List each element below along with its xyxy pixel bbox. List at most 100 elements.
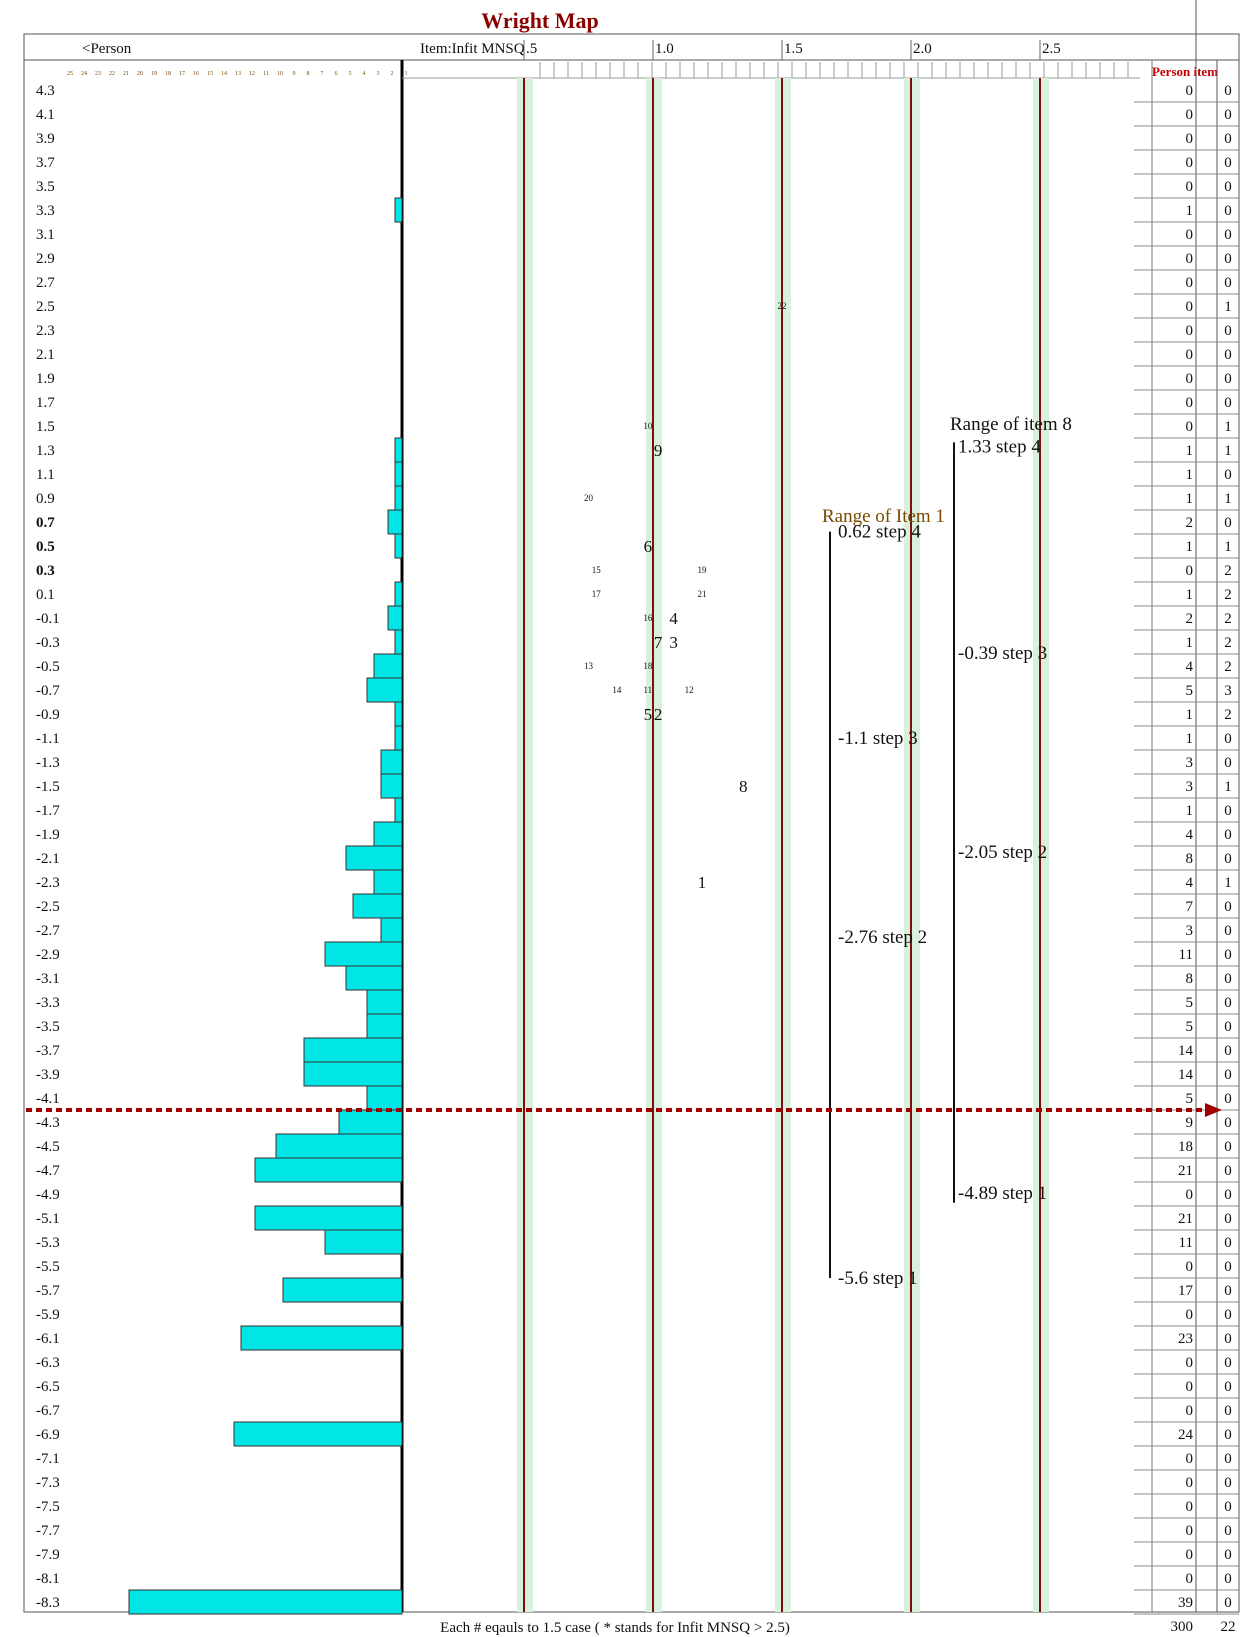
person-count: 1 <box>1186 467 1194 483</box>
person-count: 0 <box>1186 563 1194 579</box>
person-count: 1 <box>1186 443 1194 459</box>
person-count: 0 <box>1186 1403 1194 1419</box>
histogram-scale-label: 16 <box>193 71 199 77</box>
y-tick-label: -2.1 <box>36 851 60 867</box>
person-count: 0 <box>1186 1499 1194 1515</box>
histogram-bar <box>240 1325 403 1351</box>
chart-title: Wright Map <box>481 8 599 33</box>
histogram-bar <box>275 1133 403 1159</box>
y-tick-label: -7.5 <box>36 1499 60 1515</box>
y-tick-label: -5.3 <box>36 1235 60 1251</box>
count-table: 0 00 00 00 00 01 00 00 00 00 10 00 00 00 00 11 11 01 12 01 1… <box>1134 83 1239 1635</box>
y-tick-label: -6.9 <box>36 1427 60 1443</box>
y-tick-label: -3.9 <box>36 1067 60 1083</box>
histogram-bar <box>394 485 403 511</box>
person-count: 5 <box>1186 995 1194 1011</box>
y-tick-label: -5.1 <box>36 1211 60 1227</box>
person-count: 0 <box>1186 1355 1194 1371</box>
item-count: 0 <box>1224 179 1232 195</box>
y-tick-label: 0.5 <box>36 539 55 555</box>
cutoff-arrowhead <box>1205 1103 1222 1117</box>
item1-step-label: -5.6 step 1 <box>838 1268 918 1289</box>
item8-step-label: -0.39 step 3 <box>958 643 1047 664</box>
item-count: 0 <box>1224 1307 1232 1323</box>
y-tick-label: -0.5 <box>36 659 60 675</box>
item-count: 0 <box>1224 515 1232 531</box>
item-count: 0 <box>1224 971 1232 987</box>
histogram-bar <box>394 725 403 751</box>
item-count: 0 <box>1224 1403 1232 1419</box>
item-marker: 10 <box>643 421 653 431</box>
y-tick-label: -2.3 <box>36 875 60 891</box>
histogram-bar <box>394 797 403 823</box>
y-tick-label: -5.7 <box>36 1283 60 1299</box>
reference-lines <box>517 78 1049 1612</box>
item-marker: 2 <box>654 705 663 724</box>
item-count: 0 <box>1224 1139 1232 1155</box>
grid: 25 24 23 22 21 20 19 18 17 16 15 14 13 12 11 10 9 8 7 6 5 4 3 2… <box>23 0 1240 1613</box>
item-count: 0 <box>1224 1091 1232 1107</box>
x-tick-label: 1.5 <box>784 41 803 57</box>
person-count: 5 <box>1186 1091 1194 1107</box>
histogram-scale-label: 4 <box>363 71 366 77</box>
y-tick-label: 2.9 <box>36 251 55 267</box>
item-marker: 1 <box>698 873 707 892</box>
histogram-bar <box>338 1109 403 1135</box>
histogram-bar <box>366 677 403 703</box>
y-tick-label: -6.1 <box>36 1331 60 1347</box>
histogram-bar <box>394 701 403 727</box>
item-marker: 9 <box>654 441 663 460</box>
y-tick-label: -7.9 <box>36 1547 60 1563</box>
item-count: 0 <box>1224 731 1232 747</box>
y-tick-label: -2.9 <box>36 947 60 963</box>
person-count: 1 <box>1186 635 1194 651</box>
person-count: 7 <box>1186 899 1194 915</box>
histogram-bar <box>128 1589 403 1615</box>
y-tick-label: 2.7 <box>36 275 55 291</box>
person-count: 0 <box>1186 275 1194 291</box>
item-count: 0 <box>1224 395 1232 411</box>
item-count: 2 <box>1224 587 1232 603</box>
y-tick-label: -6.7 <box>36 1403 60 1419</box>
person-count: 18 <box>1178 1139 1193 1155</box>
person-count: 0 <box>1186 1451 1194 1467</box>
item-count: 0 <box>1224 1331 1232 1347</box>
person-count: 0 <box>1186 1259 1194 1275</box>
person-count: 1 <box>1186 803 1194 819</box>
item-count: 0 <box>1224 275 1232 291</box>
person-count: 11 <box>1179 1235 1193 1251</box>
histogram-scale-label: 23 <box>95 71 101 77</box>
item-marker: 16 <box>643 613 653 623</box>
y-tick-label: -0.7 <box>36 683 60 699</box>
item-count: 2 <box>1224 611 1232 627</box>
item-count: 0 <box>1224 1355 1232 1371</box>
person-count: 0 <box>1186 83 1194 99</box>
footer-note: Each # eqauls to 1.5 case ( * stands for… <box>440 1620 790 1636</box>
person-count: 0 <box>1186 155 1194 171</box>
histogram-bar <box>233 1421 403 1447</box>
item-marker: 22 <box>778 301 787 311</box>
histogram-bar <box>373 821 403 847</box>
person-count: 0 <box>1186 419 1194 435</box>
y-tick-label: -1.7 <box>36 803 60 819</box>
item-marker: 12 <box>685 685 694 695</box>
y-tick-label: -1.3 <box>36 755 60 771</box>
item8-range-title: Range of item 8 <box>950 414 1072 435</box>
person-count: 24 <box>1178 1427 1194 1443</box>
person-count: 1 <box>1186 587 1194 603</box>
histogram-bar <box>394 437 403 463</box>
item1-step-label: 0.62 step 4 <box>838 522 921 543</box>
item-count: 0 <box>1224 995 1232 1011</box>
person-count: 3 <box>1186 755 1194 771</box>
histogram-bar <box>394 197 403 223</box>
histogram-scale-label: 17 <box>179 71 185 77</box>
histogram-scale-label: 22 <box>109 71 115 77</box>
x-axis: .5 1.0 1.5 2.0 2.5 <box>523 40 1061 60</box>
item-marker: 7 <box>654 633 663 652</box>
item-count: 1 <box>1224 539 1232 555</box>
y-tick-label: 3.1 <box>36 227 55 243</box>
person-count: 1 <box>1186 539 1194 555</box>
y-tick-label: 3.3 <box>36 203 55 219</box>
item-marker: 6 <box>644 537 653 556</box>
person-count: 14 <box>1178 1043 1194 1059</box>
